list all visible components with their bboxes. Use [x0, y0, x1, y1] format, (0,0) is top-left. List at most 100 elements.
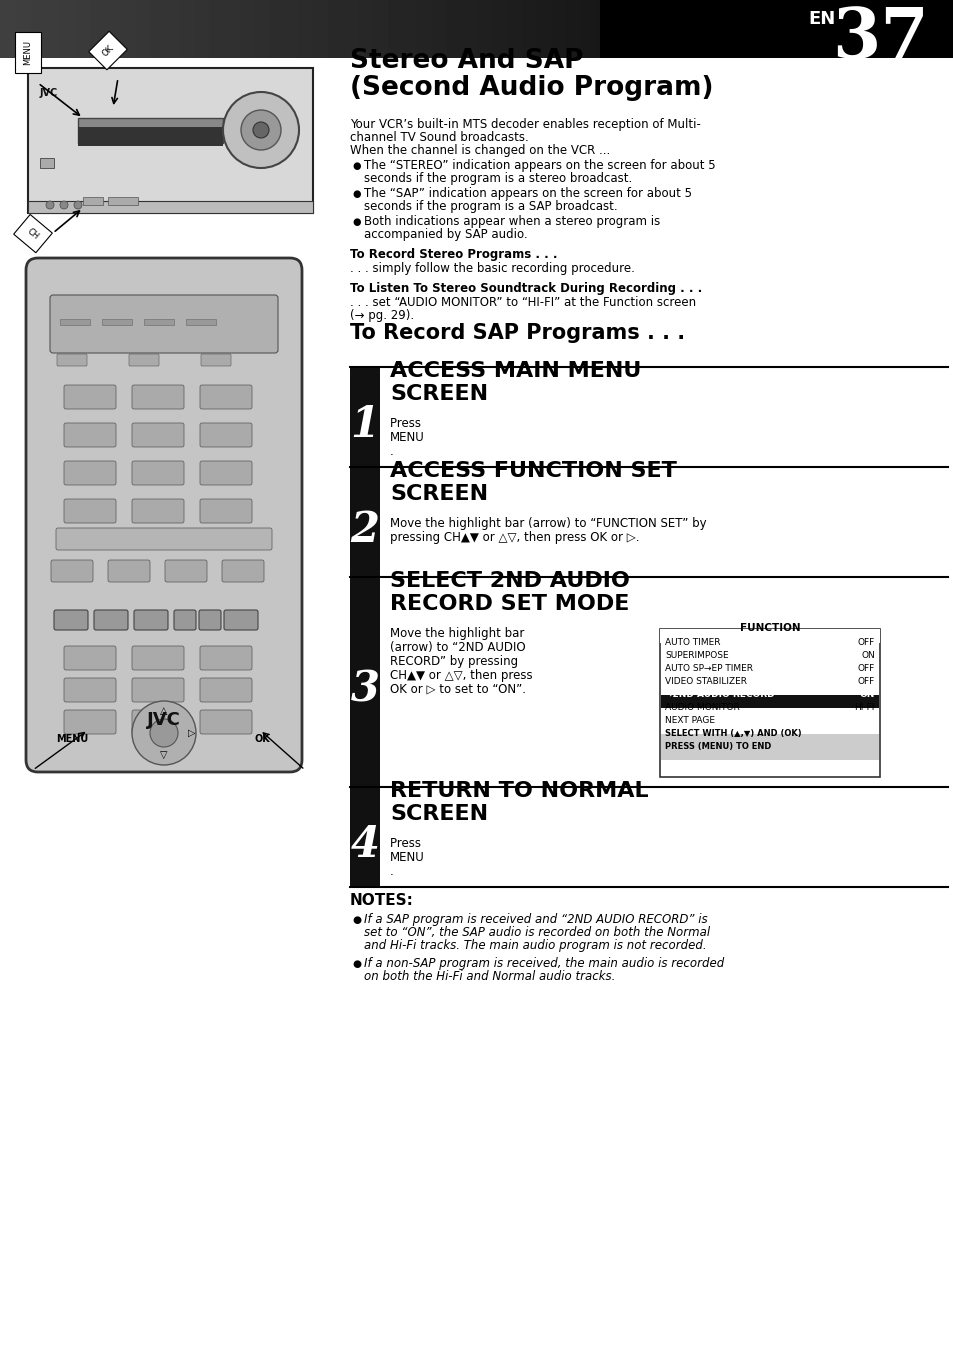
Text: ●: ●	[352, 959, 360, 969]
Text: ●: ●	[352, 161, 360, 171]
Bar	[28, 201, 313, 213]
FancyBboxPatch shape	[200, 384, 252, 409]
Text: ON: ON	[859, 689, 874, 699]
Bar	[108, 197, 138, 205]
Text: SELECT 2ND AUDIO: SELECT 2ND AUDIO	[390, 571, 629, 591]
Text: The “SAP” indication appears on the screen for about 5: The “SAP” indication appears on the scre…	[364, 188, 691, 200]
Text: ●: ●	[352, 915, 360, 925]
Text: (→ pg. 29).: (→ pg. 29).	[350, 309, 414, 322]
Text: △: △	[160, 706, 168, 716]
Bar	[350, 467, 379, 577]
Text: Press: Press	[390, 417, 424, 430]
Text: .: .	[390, 445, 394, 459]
Text: CH: CH	[26, 227, 41, 241]
Text: OFF: OFF	[857, 664, 874, 673]
Text: To Record SAP Programs . . .: To Record SAP Programs . . .	[350, 322, 684, 343]
FancyBboxPatch shape	[54, 610, 88, 630]
Text: accompanied by SAP audio.: accompanied by SAP audio.	[364, 228, 527, 241]
Text: 3: 3	[350, 669, 379, 711]
FancyBboxPatch shape	[200, 424, 252, 447]
Text: If a SAP program is received and “2ND AUDIO RECORD” is: If a SAP program is received and “2ND AU…	[364, 913, 707, 925]
Bar	[599, 0, 953, 58]
Text: JVC: JVC	[147, 711, 181, 728]
Text: Both indications appear when a stereo program is: Both indications appear when a stereo pr…	[364, 214, 659, 228]
Text: pressing CH▲▼ or △▽, then press OK or ▷.: pressing CH▲▼ or △▽, then press OK or ▷.	[390, 532, 639, 544]
Circle shape	[74, 201, 82, 209]
Text: 1: 1	[350, 403, 379, 447]
Text: OK: OK	[100, 43, 115, 58]
FancyBboxPatch shape	[200, 710, 252, 734]
FancyBboxPatch shape	[201, 353, 231, 366]
Text: ACCESS FUNCTION SET: ACCESS FUNCTION SET	[390, 461, 677, 482]
Text: EN: EN	[807, 9, 835, 28]
Text: When the channel is changed on the VCR ...: When the channel is changed on the VCR .…	[350, 144, 610, 156]
Bar	[660, 734, 878, 747]
FancyBboxPatch shape	[64, 499, 116, 523]
FancyBboxPatch shape	[222, 560, 264, 581]
Text: on both the Hi-Fi and Normal audio tracks.: on both the Hi-Fi and Normal audio track…	[364, 970, 615, 983]
Text: 2: 2	[350, 509, 379, 550]
Text: seconds if the program is a SAP broadcast.: seconds if the program is a SAP broadcas…	[364, 200, 617, 213]
Text: . . . set “AUDIO MONITOR” to “HI-FI” at the Function screen: . . . set “AUDIO MONITOR” to “HI-FI” at …	[350, 295, 696, 309]
Bar	[83, 197, 103, 205]
Text: seconds if the program is a stereo broadcast.: seconds if the program is a stereo broad…	[364, 173, 632, 185]
Text: ON: ON	[861, 652, 874, 660]
Bar	[350, 577, 379, 786]
Text: FUNCTION: FUNCTION	[739, 623, 800, 633]
Text: MENU: MENU	[390, 430, 424, 444]
FancyBboxPatch shape	[50, 295, 277, 353]
Text: MENU: MENU	[390, 851, 424, 863]
Text: ●: ●	[352, 189, 360, 200]
FancyBboxPatch shape	[129, 353, 159, 366]
FancyBboxPatch shape	[132, 679, 184, 701]
Text: and Hi-Fi tracks. The main audio program is not recorded.: and Hi-Fi tracks. The main audio program…	[364, 939, 706, 952]
Text: ▽: ▽	[160, 750, 168, 759]
Circle shape	[223, 92, 298, 169]
Text: (arrow) to “2ND AUDIO: (arrow) to “2ND AUDIO	[390, 641, 525, 654]
Bar	[659, 629, 879, 777]
Text: 4: 4	[350, 824, 379, 866]
Text: (Second Audio Program): (Second Audio Program)	[350, 76, 713, 101]
Text: AUTO SP→EP TIMER: AUTO SP→EP TIMER	[664, 664, 752, 673]
Text: AUTO TIMER: AUTO TIMER	[664, 638, 720, 648]
Text: set to “ON”, the SAP audio is recorded on both the Normal: set to “ON”, the SAP audio is recorded o…	[364, 925, 709, 939]
Text: SELECT WITH (▲,▼) AND (OK): SELECT WITH (▲,▼) AND (OK)	[664, 728, 801, 738]
FancyBboxPatch shape	[132, 710, 184, 734]
FancyBboxPatch shape	[199, 610, 221, 630]
Bar	[660, 747, 878, 759]
Circle shape	[46, 201, 54, 209]
Bar	[78, 127, 223, 146]
FancyBboxPatch shape	[64, 461, 116, 486]
FancyBboxPatch shape	[64, 646, 116, 670]
FancyBboxPatch shape	[94, 610, 128, 630]
Text: NOTES:: NOTES:	[350, 893, 414, 908]
Text: PRESS (MENU) TO END: PRESS (MENU) TO END	[664, 742, 771, 751]
Text: SUPERIMPOSE: SUPERIMPOSE	[664, 652, 728, 660]
Text: ACCESS MAIN MENU: ACCESS MAIN MENU	[390, 362, 640, 380]
Text: JVC: JVC	[40, 88, 58, 98]
FancyBboxPatch shape	[132, 646, 184, 670]
Circle shape	[132, 701, 195, 765]
Text: →2ND AUDIO RECORD: →2ND AUDIO RECORD	[664, 689, 774, 699]
Text: The “STEREO” indication appears on the screen for about 5: The “STEREO” indication appears on the s…	[364, 159, 715, 173]
FancyBboxPatch shape	[57, 353, 87, 366]
Text: Move the highlight bar (arrow) to “FUNCTION SET” by: Move the highlight bar (arrow) to “FUNCT…	[390, 517, 706, 530]
Text: SCREEN: SCREEN	[390, 484, 488, 505]
Text: Press: Press	[390, 836, 424, 850]
Bar	[186, 318, 215, 325]
Bar	[102, 318, 132, 325]
Bar	[144, 318, 173, 325]
FancyBboxPatch shape	[64, 424, 116, 447]
Text: SCREEN: SCREEN	[390, 804, 488, 824]
Text: RECORD” by pressing: RECORD” by pressing	[390, 656, 517, 668]
Text: MENU: MENU	[56, 734, 89, 745]
FancyBboxPatch shape	[133, 610, 168, 630]
Text: OFF: OFF	[857, 677, 874, 687]
Text: If a non-SAP program is received, the main audio is recorded: If a non-SAP program is received, the ma…	[364, 956, 723, 970]
FancyBboxPatch shape	[132, 384, 184, 409]
FancyBboxPatch shape	[173, 610, 195, 630]
Circle shape	[253, 121, 269, 138]
Text: To Listen To Stereo Soundtrack During Recording . . .: To Listen To Stereo Soundtrack During Re…	[350, 282, 701, 295]
FancyBboxPatch shape	[132, 499, 184, 523]
Bar	[78, 117, 223, 143]
